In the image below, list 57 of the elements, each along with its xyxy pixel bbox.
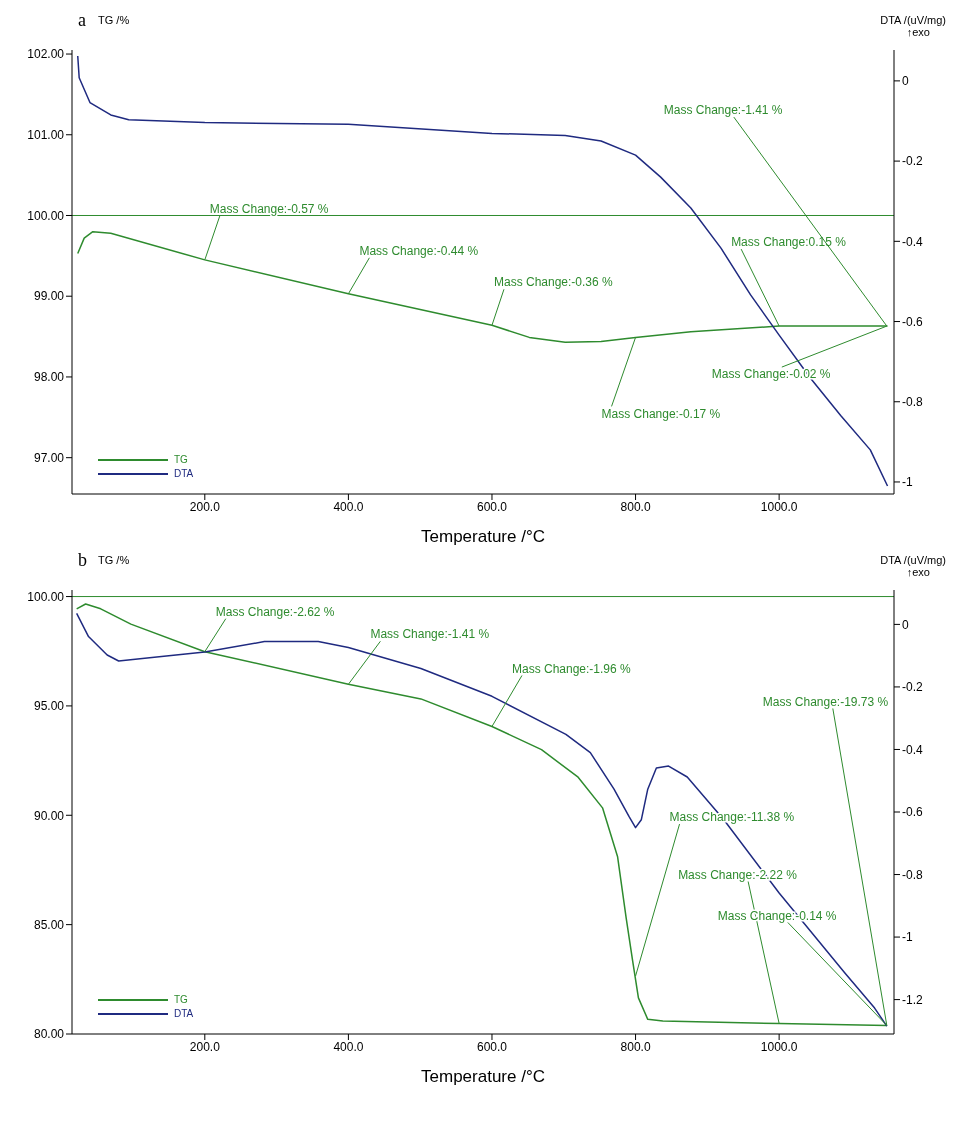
y-tick-label: 98.00 — [33, 370, 65, 385]
chart-title: b — [78, 550, 87, 571]
y2-tick-label: -0.2 — [902, 680, 923, 695]
x-tick-label: 800.0 — [620, 499, 651, 514]
annotation: Mass Change:-1.41 % — [370, 627, 490, 642]
y2-tick-label: 0 — [902, 617, 909, 632]
y2-axis-title: DTA /(uV/mg) — [880, 554, 946, 566]
text: DTA — [174, 1007, 194, 1019]
x-tick-label: 200.0 — [189, 499, 221, 514]
x-axis-title: Temperature /°C — [421, 1067, 545, 1086]
text: DTA — [174, 467, 194, 479]
annotation: Mass Change:-1.41 % — [663, 103, 783, 118]
y2-tick-label: -0.6 — [902, 805, 923, 820]
x-tick-label: 600.0 — [476, 1039, 508, 1054]
y-tick-label: 95.00 — [33, 699, 65, 714]
y-axis-title: TG /% — [98, 554, 130, 566]
y-tick-label: 97.00 — [33, 450, 65, 465]
x-tick-label: 400.0 — [333, 499, 364, 514]
annotation: Mass Change:-0.17 % — [601, 406, 721, 421]
y-tick-label: 85.00 — [33, 917, 65, 932]
y-tick-label: 102.00 — [27, 47, 65, 62]
y-tick-label: 99.00 — [33, 289, 65, 304]
x-axis-title: Temperature /°C — [421, 527, 545, 546]
text: TG — [174, 453, 189, 465]
y-tick-label: 80.00 — [33, 1027, 65, 1042]
text: TG — [174, 993, 189, 1005]
annotation: Mass Change:-0.57 % — [209, 202, 329, 217]
annotation: Mass Change:-19.73 % — [762, 694, 889, 709]
y-tick-label: 100.00 — [27, 208, 65, 223]
text: ↑exo — [905, 26, 930, 38]
chart-title: a — [78, 10, 86, 31]
y2-tick-label: -1 — [902, 930, 913, 945]
y2-tick-label: -0.6 — [902, 314, 923, 329]
y2-tick-label: -1 — [902, 475, 913, 490]
x-tick-label: 1000.0 — [760, 499, 798, 514]
y2-tick-label: -1.2 — [902, 992, 923, 1007]
x-tick-label: 800.0 — [620, 1039, 651, 1054]
x-tick-label: 1000.0 — [760, 1039, 798, 1054]
x-tick-label: 600.0 — [476, 499, 508, 514]
y2-tick-label: -0.4 — [902, 234, 923, 249]
annotation: Mass Change:-2.62 % — [215, 604, 335, 619]
y-axis-title: TG /% — [98, 14, 130, 26]
y2-tick-label: 0 — [902, 74, 909, 89]
y2-tick-label: -0.8 — [902, 867, 923, 882]
y2-tick-label: -0.2 — [902, 154, 923, 169]
annotation: Mass Change:-0.44 % — [359, 243, 479, 258]
annotation: Mass Change:-0.36 % — [493, 275, 614, 290]
y2-axis-title: DTA /(uV/mg) — [880, 14, 946, 26]
y-tick-label: 100.00 — [27, 589, 65, 604]
annotation: Mass Change:-1.96 % — [511, 661, 632, 676]
y2-tick-label: -0.4 — [902, 742, 923, 757]
x-tick-label: 200.0 — [189, 1039, 221, 1054]
text: ↑exo — [905, 566, 930, 578]
x-tick-label: 400.0 — [333, 1039, 364, 1054]
y-tick-label: 101.00 — [27, 128, 65, 143]
y-tick-label: 90.00 — [33, 808, 65, 823]
y2-tick-label: -0.8 — [902, 395, 923, 410]
